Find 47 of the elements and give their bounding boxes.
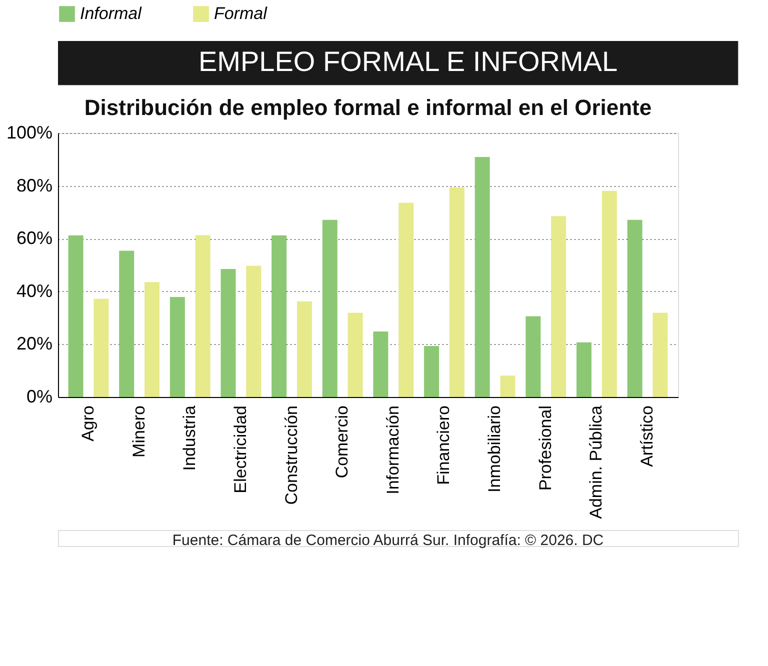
bar [68, 235, 84, 397]
bar [373, 332, 388, 397]
x-tick-label: Información [383, 406, 402, 494]
x-tick-label: Artístico [638, 406, 657, 467]
bar [246, 266, 262, 397]
chart-title: EMPLEO FORMAL E INFORMAL [198, 46, 618, 77]
y-tick-label: 60% [16, 228, 52, 248]
y-tick-label: 40% [16, 280, 52, 301]
bar [322, 220, 338, 397]
bar [195, 235, 210, 397]
bar [348, 312, 363, 397]
x-tick-label: Financiero [434, 406, 454, 485]
x-tick-label: Comercio [332, 406, 352, 478]
chart-subtitle: Distribución de empleo formal e informal en el Oriente [84, 95, 652, 120]
bar [576, 342, 592, 397]
bar [627, 220, 642, 397]
bar [170, 296, 185, 397]
x-tick-label: Construcción [282, 406, 301, 505]
legend-label: Informal [80, 4, 143, 23]
x-tick-label: Electricidad [230, 406, 250, 494]
bar [272, 235, 287, 397]
bar [500, 376, 516, 397]
bar [398, 202, 414, 397]
source-note: Fuente: Cámara de Comercio Aburrá Sur. Infografía: © 2026. DC [172, 532, 604, 549]
y-tick-label: 100% [6, 122, 52, 142]
x-tick-label: Profesional [536, 406, 555, 491]
bar [220, 268, 236, 397]
bar [652, 312, 668, 397]
y-tick-label: 0% [26, 386, 52, 406]
bar [449, 187, 464, 397]
bar [119, 250, 134, 397]
x-tick-label: Inmobiliario [485, 406, 504, 492]
y-tick-label: 20% [16, 334, 52, 354]
x-tick-label: Agro [78, 406, 98, 442]
bar [526, 316, 541, 397]
legend-label: Formal [214, 4, 268, 23]
bar [296, 301, 312, 397]
bar [551, 216, 566, 397]
x-tick-label: Minero [129, 406, 148, 458]
x-tick-label: Industria [180, 404, 200, 471]
bar [424, 346, 440, 397]
bar [474, 157, 490, 397]
y-tick-label: 80% [16, 175, 52, 196]
bar [602, 190, 617, 397]
x-tick-label: Admin. Pública [586, 404, 606, 519]
bar [144, 282, 160, 397]
bar [94, 298, 109, 397]
